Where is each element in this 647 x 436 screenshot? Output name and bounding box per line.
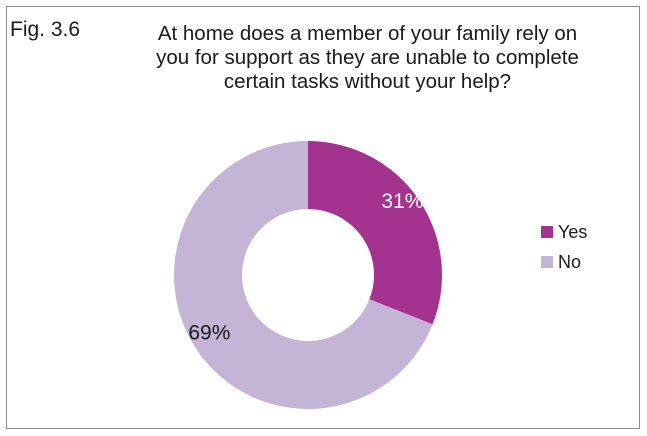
data-label-yes: 31%	[381, 190, 423, 213]
legend-item-no: No	[541, 247, 587, 277]
legend-swatch-no	[541, 256, 553, 268]
legend: Yes No	[541, 217, 587, 277]
legend-swatch-yes	[541, 226, 553, 238]
donut-slice-no	[174, 141, 433, 409]
donut-data-labels: 31% 69%	[188, 190, 423, 344]
chart-title-line-1: At home does a member of your family rel…	[157, 22, 578, 45]
chart-title-line-3: certain tasks without your help?	[223, 70, 512, 93]
data-label-no: 69%	[188, 322, 230, 345]
figure-label: Fig. 3.6	[10, 18, 81, 41]
legend-item-yes: Yes	[541, 217, 587, 247]
donut-slices	[174, 141, 442, 409]
donut-slice-yes	[308, 141, 442, 325]
legend-label-yes: Yes	[558, 221, 588, 242]
legend-label-no: No	[558, 251, 582, 272]
chart-title: At home does a member of your family rel…	[110, 22, 625, 94]
chart-title-line-2: you for support as they are unable to co…	[156, 46, 579, 69]
